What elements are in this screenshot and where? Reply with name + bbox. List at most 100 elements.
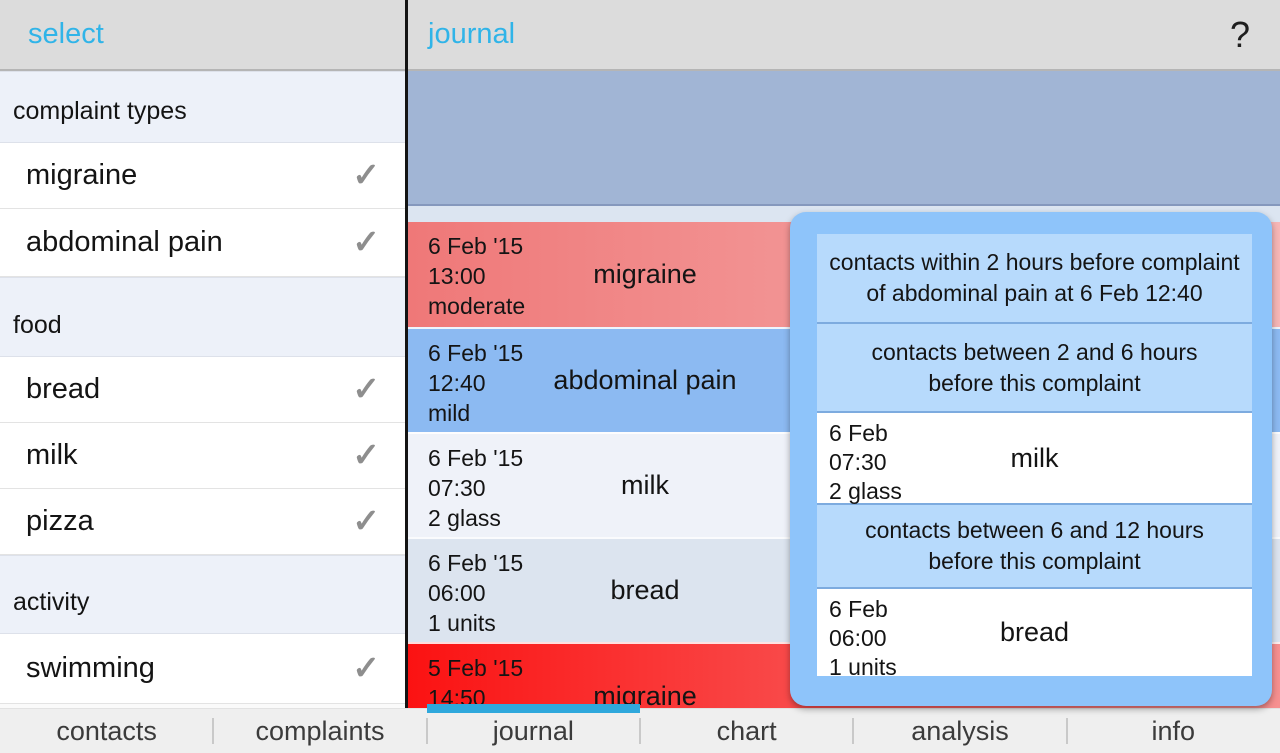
section-header-food: food (0, 277, 405, 357)
tab-complaints[interactable]: complaints (212, 709, 426, 753)
popup-entry-bread[interactable]: 6 Feb 06:00 1 units bread (817, 587, 1252, 680)
tab-journal[interactable]: journal (425, 709, 640, 753)
entry-name: milk (1010, 442, 1059, 473)
entry-time: 07:30 (829, 449, 887, 475)
entry-name: bread (999, 617, 1070, 647)
tab-label: analysis (911, 715, 1009, 746)
select-panel-header: select (0, 0, 405, 71)
entry-meta: 6 Feb '15 06:00 1 units (428, 548, 523, 638)
filter-item-swimming[interactable]: swimming ✓ (0, 634, 405, 704)
help-icon[interactable]: ? (1229, 13, 1250, 55)
tab-label: info (1151, 715, 1196, 746)
entry-date: 6 Feb '15 (428, 445, 524, 471)
entry-time: 07:30 (428, 475, 486, 501)
entry-name-wrap: abdominal pain (408, 329, 882, 432)
tab-label: complaints (255, 715, 385, 746)
entry-name: migraine (593, 259, 697, 289)
entry-meta: 5 Feb '15 14:50 (428, 653, 523, 708)
popup-group-header-line2: before this complaint (928, 369, 1141, 396)
section-label: activity (13, 588, 90, 616)
check-icon: ✓ (352, 435, 380, 473)
entry-time: 06:00 (829, 625, 887, 651)
entry-detail: moderate (428, 293, 526, 319)
entry-detail: 2 glass (428, 505, 501, 531)
select-panel-title: select (28, 18, 104, 50)
popup-entry-milk[interactable]: 6 Feb 07:30 2 glass milk (817, 411, 1252, 506)
tab-label: contacts (56, 715, 157, 746)
journal-panel-header: journal ? (408, 0, 1280, 71)
tab-label: chart (716, 715, 777, 746)
filter-item-abdominal-pain[interactable]: abdominal pain ✓ (0, 209, 405, 277)
filter-item-label: migraine (26, 159, 138, 191)
entry-meta: 6 Feb '15 12:40 mild (428, 338, 523, 428)
entry-name: migraine (593, 681, 697, 708)
section-label: food (13, 311, 62, 339)
entry-name-wrap: bread (408, 539, 882, 642)
section-header-complaint-types: complaint types (0, 71, 405, 143)
popup-group-header-line2: before this complaint (928, 548, 1141, 574)
filter-item-label: swimming (26, 652, 155, 684)
entry-meta: 6 Feb 07:30 2 glass (829, 419, 902, 506)
check-icon: ✓ (352, 501, 380, 539)
filter-item-pizza[interactable]: pizza ✓ (0, 489, 405, 555)
tab-contacts[interactable]: contacts (0, 709, 213, 753)
tab-analysis[interactable]: analysis (852, 709, 1066, 753)
entry-name: milk (621, 470, 669, 500)
check-icon: ✓ (352, 155, 380, 193)
entry-date: 6 Feb '15 (428, 550, 524, 576)
entry-date: 6 Feb '15 (428, 340, 524, 366)
contacts-before-complaint-popup: contacts within 2 hours before complaint… (790, 212, 1272, 706)
entry-meta: 6 Feb 06:00 1 units (829, 595, 897, 682)
entry-name: abdominal pain (553, 365, 737, 395)
section-label: complaint types (13, 97, 187, 125)
journal-panel-title: journal (428, 18, 516, 50)
entry-name-wrap: migraine (408, 644, 882, 708)
filter-item-migraine[interactable]: migraine ✓ (0, 143, 405, 209)
select-panel: select complaint types migraine ✓ abdomi… (0, 0, 405, 708)
tab-info[interactable]: info (1065, 709, 1280, 753)
entry-time: 12:40 (428, 370, 486, 396)
filter-item-label: milk (26, 439, 78, 471)
entry-name: bread (610, 575, 680, 605)
popup-group-header-line1: contacts between 2 and 6 hours (871, 338, 1198, 365)
entry-meta: 6 Feb '15 07:30 2 glass (428, 443, 523, 533)
check-icon: ✓ (352, 369, 380, 407)
bottom-tab-bar: contacts complaints journal chart analys… (0, 708, 1280, 753)
entry-detail: 1 units (829, 654, 897, 680)
entry-name-wrap: milk (408, 434, 882, 537)
active-tab-indicator (427, 704, 640, 713)
entry-detail: 2 glass (829, 478, 902, 504)
entry-date: 5 Feb '15 (428, 655, 524, 681)
filter-item-label: pizza (26, 505, 94, 537)
entry-time: 06:00 (428, 580, 486, 606)
filter-item-bread[interactable]: bread ✓ (0, 357, 405, 423)
journal-empty-area (408, 71, 1280, 206)
filter-item-label: bread (26, 373, 101, 405)
popup-group2-header: contacts between 6 and 12 hours before t… (817, 503, 1252, 587)
entry-date: 6 Feb (829, 596, 888, 622)
entry-name-wrap: bread (817, 589, 1252, 676)
section-header-activity: activity (0, 555, 405, 634)
filter-item-label: abdominal pain (26, 226, 223, 258)
check-icon: ✓ (352, 648, 380, 686)
tab-label: journal (492, 715, 574, 746)
entry-meta: 6 Feb '15 13:00 moderate (428, 231, 525, 321)
entry-detail: mild (428, 400, 471, 426)
entry-detail: 1 units (428, 610, 496, 636)
entry-date: 6 Feb '15 (428, 233, 524, 259)
popup-group-header-line1: contacts between 6 and 12 hours (865, 517, 1204, 543)
entry-name-wrap: milk (817, 413, 1252, 503)
filter-item-milk[interactable]: milk ✓ (0, 423, 405, 489)
popup-title: contacts within 2 hours before complaint… (817, 234, 1252, 322)
entry-time: 14:50 (428, 685, 486, 708)
entry-time: 13:00 (428, 263, 486, 289)
popup-group1-header: contacts between 2 and 6 hours before th… (817, 322, 1252, 411)
panel-divider (405, 0, 408, 708)
tab-chart[interactable]: chart (638, 709, 853, 753)
entry-date: 6 Feb (829, 420, 888, 446)
entry-name-wrap: migraine (408, 222, 882, 327)
check-icon: ✓ (352, 222, 380, 260)
popup-title-line2: of abdominal pain at 6 Feb 12:40 (866, 280, 1203, 306)
popup-title-line1: contacts within 2 hours before complaint (829, 249, 1240, 275)
